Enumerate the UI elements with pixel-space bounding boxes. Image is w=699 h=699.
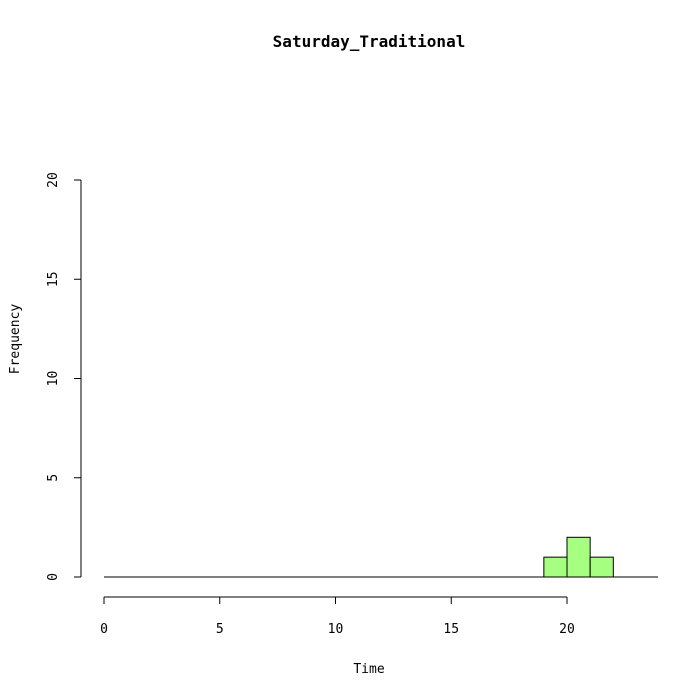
y-axis-label: Frequency <box>8 304 23 375</box>
y-axis-ticks: 0 5 10 15 20 <box>46 172 81 581</box>
x-axis-ticks: 0 5 10 15 20 <box>100 597 575 637</box>
y-tick-label: 10 <box>46 371 61 387</box>
histogram-bar-0 <box>543 556 568 578</box>
y-tick-label: 15 <box>46 271 61 287</box>
x-tick-label: 5 <box>216 622 224 637</box>
y-tick-label: 5 <box>46 474 61 482</box>
x-tick-label: 10 <box>328 622 344 637</box>
x-tick-label: 15 <box>443 622 459 637</box>
histogram-bar-1 <box>566 536 591 578</box>
histogram-bar-2 <box>589 556 614 578</box>
x-axis-label: Time <box>353 662 384 677</box>
x-tick-label: 0 <box>100 622 108 637</box>
histogram-bars <box>543 536 614 578</box>
x-tick-label: 20 <box>559 622 575 637</box>
y-tick-label: 20 <box>46 172 61 188</box>
chart-title: Saturday_Traditional <box>273 32 466 51</box>
y-tick-label: 0 <box>46 573 61 581</box>
